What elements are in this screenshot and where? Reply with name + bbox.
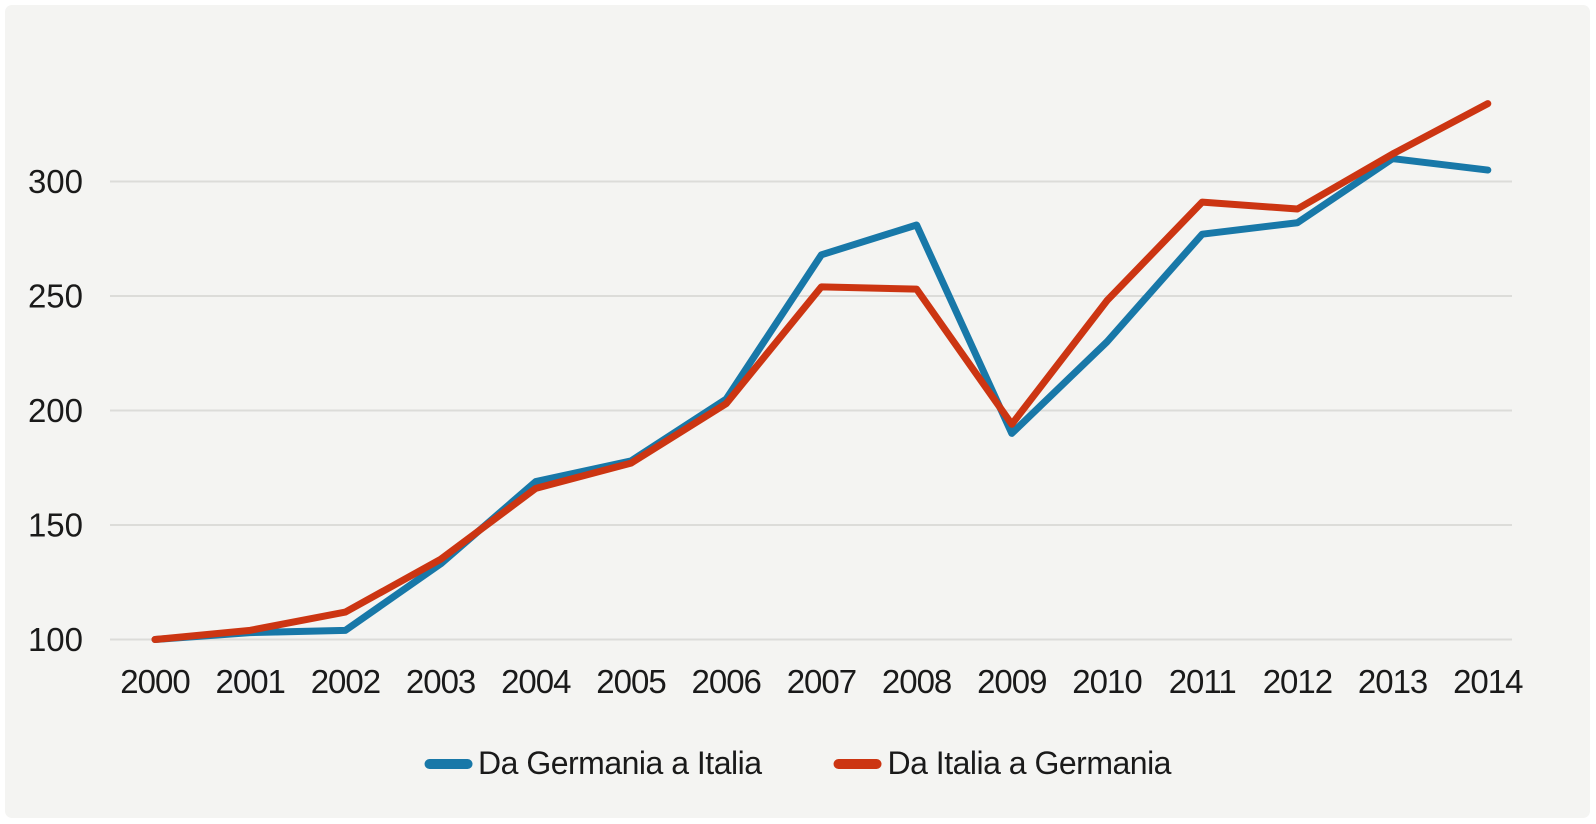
line-chart: 100 150 200 250 300 2000 2001 2002 2003 2004 2005 2… bbox=[28, 100, 1524, 700]
x-axis-year-label: 2004 bbox=[501, 663, 571, 700]
legend-item-da-italia-a-germania: Da Italia a Germania bbox=[833, 745, 1172, 782]
y-axis-tick-label: 200 bbox=[28, 392, 83, 429]
legend-label: Da Italia a Germania bbox=[887, 745, 1172, 781]
x-axis-year-label: 2013 bbox=[1358, 663, 1427, 700]
chart-panel: 100 150 200 250 300 2000 2001 2002 2003 2004 2005 2… bbox=[5, 5, 1590, 818]
line-da-germania-a-italia bbox=[151, 155, 1492, 643]
x-axis-year-label: 2003 bbox=[406, 663, 475, 700]
x-axis-year-label: 2012 bbox=[1263, 663, 1332, 700]
x-axis-year-label: 2009 bbox=[977, 663, 1046, 700]
x-axis-year-label: 2007 bbox=[787, 663, 856, 700]
x-axis-year-label: 2010 bbox=[1072, 663, 1142, 700]
x-axis-year-label: 2005 bbox=[596, 663, 665, 700]
legend-swatch-blue bbox=[424, 758, 473, 769]
x-axis-year-label: 2014 bbox=[1453, 663, 1523, 700]
x-axis-year-label: 2011 bbox=[1169, 663, 1236, 700]
y-axis-tick-label: 250 bbox=[28, 278, 83, 315]
y-axis-tick-label: 150 bbox=[28, 507, 83, 544]
line-da-italia-a-germania bbox=[151, 100, 1492, 643]
legend-label: Da Germania a Italia bbox=[478, 745, 762, 781]
x-axis-year-label: 2001 bbox=[215, 663, 284, 700]
chart-legend: Da Germania a Italia Da Italia a Germani… bbox=[424, 745, 1171, 782]
y-axis-tick-label: 100 bbox=[28, 621, 83, 658]
legend-swatch-red bbox=[833, 758, 882, 769]
x-axis-year-label: 2000 bbox=[120, 663, 190, 700]
legend-item-da-germania-a-italia: Da Germania a Italia bbox=[424, 745, 762, 782]
x-axis-year-label: 2006 bbox=[691, 663, 760, 700]
x-axis-year-label: 2008 bbox=[882, 663, 951, 700]
x-axis-year-label: 2002 bbox=[311, 663, 380, 700]
y-axis-tick-label: 300 bbox=[28, 163, 83, 200]
